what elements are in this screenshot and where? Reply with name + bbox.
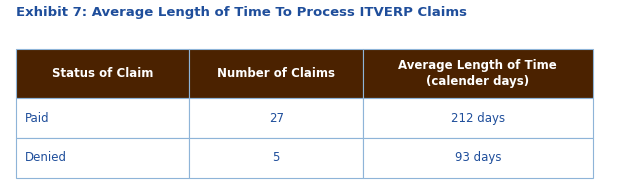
Text: 5: 5 bbox=[272, 151, 280, 164]
Text: 27: 27 bbox=[268, 112, 283, 125]
Text: Average Length of Time
(calender days): Average Length of Time (calender days) bbox=[399, 59, 557, 88]
Bar bbox=[189, 49, 363, 98]
Text: Number of Claims: Number of Claims bbox=[217, 67, 335, 80]
Bar bbox=[363, 138, 593, 178]
Bar bbox=[189, 98, 363, 138]
Text: Exhibit 7: Average Length of Time To Process ITVERP Claims: Exhibit 7: Average Length of Time To Pro… bbox=[16, 6, 466, 19]
Bar bbox=[363, 98, 593, 138]
Text: Status of Claim: Status of Claim bbox=[51, 67, 153, 80]
Text: Paid: Paid bbox=[25, 112, 50, 125]
Bar bbox=[16, 98, 189, 138]
Text: Denied: Denied bbox=[25, 151, 67, 164]
Bar bbox=[363, 49, 593, 98]
Text: 212 days: 212 days bbox=[451, 112, 505, 125]
Bar bbox=[16, 138, 189, 178]
Text: 93 days: 93 days bbox=[454, 151, 501, 164]
Bar bbox=[16, 49, 189, 98]
Bar bbox=[189, 138, 363, 178]
